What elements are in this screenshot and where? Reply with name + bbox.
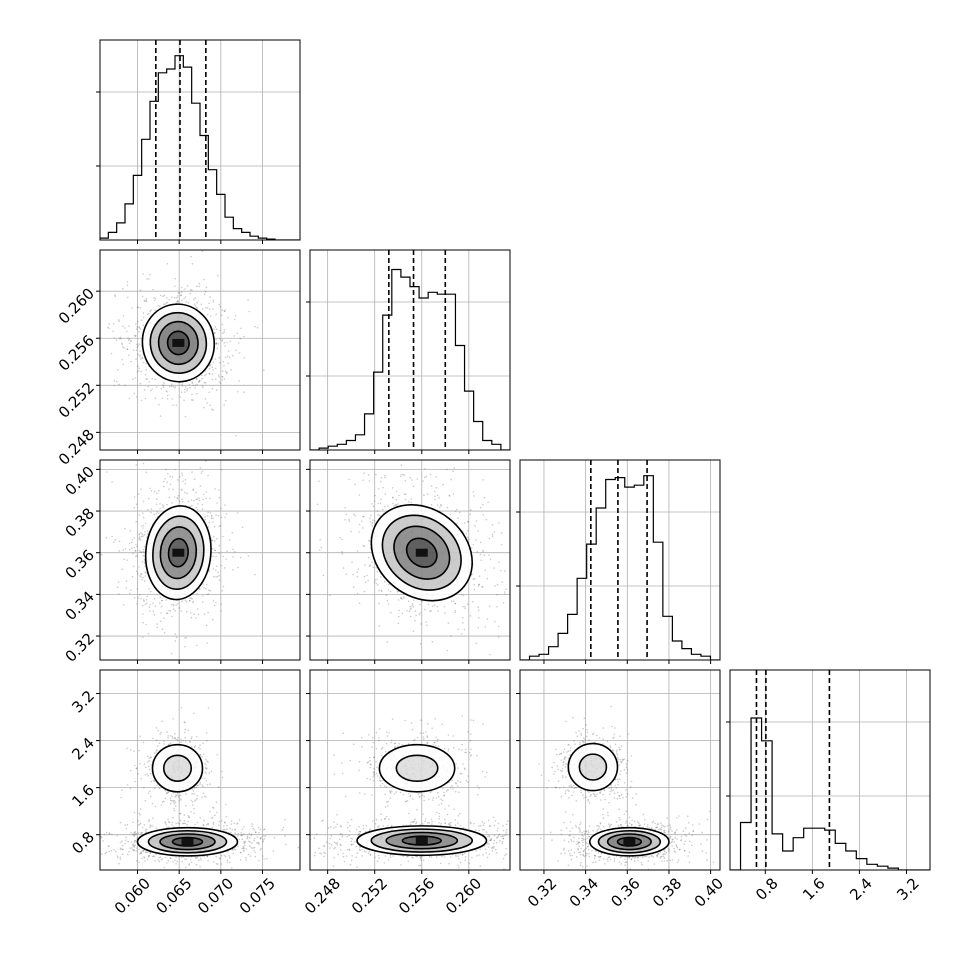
y-tick-label: 3.2 (68, 687, 98, 717)
y-tick-label: 1.6 (68, 781, 98, 811)
y-tick-label: 0.8 (68, 828, 98, 858)
y-tick-label: 0.34 (62, 588, 98, 624)
density-peak (415, 548, 428, 557)
x-tick-label: 0.36 (607, 874, 643, 910)
panel-frame (519, 669, 721, 871)
contour-group (144, 505, 212, 601)
panel-frame (309, 249, 511, 451)
x-tick-label: 0.075 (236, 874, 279, 917)
x-tick-label: 0.070 (194, 874, 237, 917)
contour-group (588, 826, 670, 857)
histogram-panel-3 (726, 669, 931, 874)
y-tick-label: 0.38 (62, 504, 98, 540)
panel-frame (309, 459, 511, 661)
x-tick-label: 0.32 (524, 874, 560, 910)
contour-group (370, 503, 474, 602)
panel-frame (99, 249, 301, 451)
contour-group (567, 742, 619, 792)
y-tick-label: 0.36 (62, 546, 98, 582)
x-tick-label: 0.38 (649, 874, 685, 910)
contour-group (356, 825, 488, 857)
contour-level-0 (567, 742, 619, 792)
panel-frame (99, 39, 301, 241)
y-tick-label: 0.260 (55, 284, 98, 327)
contour-level-0 (151, 743, 204, 793)
x-tick-label: 1.6 (799, 874, 829, 904)
x-tick-label: 0.256 (395, 874, 438, 917)
density-peak (181, 837, 194, 846)
density-peak (172, 548, 185, 557)
panel-frame (729, 669, 931, 871)
scatter-panel-1-2 (306, 459, 511, 664)
contour-group (151, 743, 204, 793)
histogram-panel-0 (96, 39, 301, 244)
contour-level-1 (578, 753, 608, 781)
x-tick-label: 0.8 (752, 874, 782, 904)
histogram-2 (520, 475, 720, 660)
y-tick-label: 2.4 (68, 734, 98, 764)
histogram-3 (730, 717, 930, 870)
contour-level-1 (395, 754, 439, 782)
y-tick-label: 0.252 (55, 379, 98, 422)
contour-level-0 (378, 743, 456, 793)
y-tick-label: 0.256 (55, 332, 98, 375)
scatter-panel-2-3 (516, 669, 721, 874)
histogram-panel-2 (516, 459, 721, 664)
panel-frame (99, 459, 301, 661)
grid-lines (520, 460, 720, 660)
contour-group (136, 826, 239, 857)
grid-lines (100, 40, 300, 240)
x-tick-label: 3.2 (893, 874, 923, 904)
scatter-panel-1-3 (306, 669, 511, 874)
histogram-1 (310, 268, 510, 450)
panel-frame (309, 669, 511, 871)
x-tick-label: 0.252 (348, 874, 391, 917)
density-peak (415, 836, 428, 845)
contour-group (141, 303, 216, 383)
x-tick-label: 0.060 (111, 874, 154, 917)
contour-group (378, 743, 456, 793)
panel-frame (519, 459, 721, 661)
x-tick-label: 2.4 (846, 874, 876, 904)
x-tick-label: 0.260 (442, 874, 485, 917)
histogram-panel-1 (306, 249, 511, 454)
grid-lines (100, 250, 300, 450)
scatter-panel-0-2 (96, 459, 301, 664)
contour-level-1 (162, 754, 193, 782)
histogram-0 (100, 55, 300, 240)
scatter-panel-0-1 (96, 249, 301, 454)
x-tick-label: 0.40 (691, 874, 727, 910)
density-peak (172, 338, 185, 347)
x-tick-label: 0.34 (566, 874, 602, 910)
panel-frame (99, 669, 301, 871)
x-tick-label: 0.065 (152, 874, 195, 917)
y-tick-label: 0.248 (55, 426, 98, 469)
scatter-panel-0-3 (96, 669, 301, 874)
x-tick-label: 0.248 (301, 874, 344, 917)
y-tick-label: 0.32 (62, 629, 98, 665)
grid-lines (310, 250, 510, 450)
density-peak (623, 837, 636, 846)
